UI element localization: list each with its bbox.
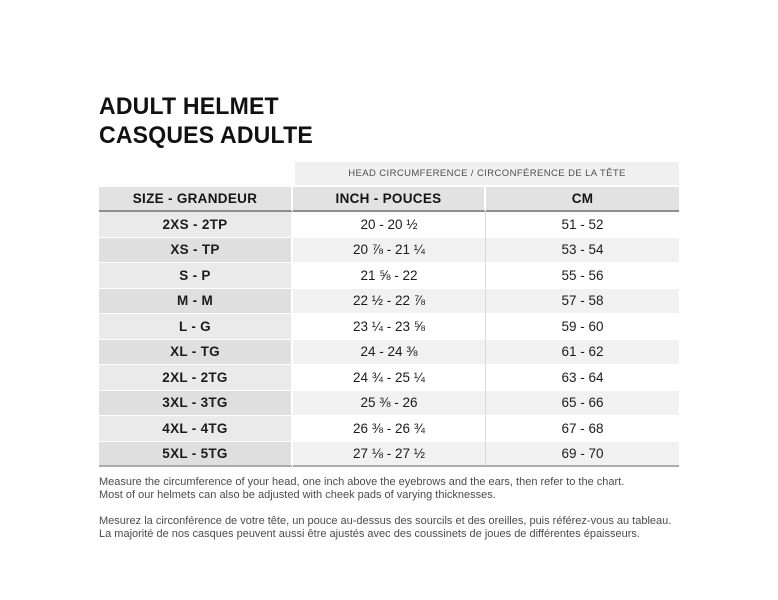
cm-cell: 59 - 60 — [486, 314, 679, 340]
note-line-fr-1: Mesurez la circonférence de votre tête, … — [99, 515, 672, 527]
size-cell: S - P — [99, 263, 293, 289]
size-table-head: HEAD CIRCUMFERENCE / CIRCONFÉRENCE DE LA… — [99, 162, 679, 212]
column-header-size: SIZE - GRANDEUR — [99, 187, 293, 212]
cm-cell: 57 - 58 — [486, 288, 679, 314]
table-row: XS - TP 20 ⅞ - 21 ¼ 53 - 54 — [99, 237, 679, 263]
head-circumference-banner: HEAD CIRCUMFERENCE / CIRCONFÉRENCE DE LA… — [293, 162, 679, 187]
inch-cell: 20 ⅞ - 21 ¼ — [293, 237, 486, 263]
inch-cell: 20 - 20 ½ — [293, 212, 486, 238]
size-chart-table: HEAD CIRCUMFERENCE / CIRCONFÉRENCE DE LA… — [99, 162, 679, 467]
cm-cell: 69 - 70 — [486, 441, 679, 467]
cm-cell: 67 - 68 — [486, 416, 679, 442]
cm-cell: 55 - 56 — [486, 263, 679, 289]
cm-cell: 51 - 52 — [486, 212, 679, 238]
inch-cell: 24 - 24 ⅜ — [293, 339, 486, 365]
size-cell: 2XL - 2TG — [99, 365, 293, 391]
size-cell: 4XL - 4TG — [99, 416, 293, 442]
column-header-inch: INCH - POUCES — [293, 187, 486, 212]
size-cell: L - G — [99, 314, 293, 340]
table-row: S - P 21 ⅝ - 22 55 - 56 — [99, 263, 679, 289]
banner-spacer — [99, 162, 293, 187]
inch-cell: 23 ¼ - 23 ⅝ — [293, 314, 486, 340]
size-cell: 2XS - 2TP — [99, 212, 293, 238]
size-cell: 5XL - 5TG — [99, 441, 293, 467]
column-header-cm: CM — [486, 187, 679, 212]
size-cell: XL - TG — [99, 339, 293, 365]
note-line-fr-2: La majorité de nos casques peuvent aussi… — [99, 528, 640, 540]
size-table-body: 2XS - 2TP 20 - 20 ½ 51 - 52 XS - TP 20 ⅞… — [99, 212, 679, 467]
notes-french: Mesurez la circonférence de votre tête, … — [99, 515, 679, 541]
inch-cell: 27 ⅛ - 27 ½ — [293, 441, 486, 467]
table-row: 5XL - 5TG 27 ⅛ - 27 ½ 69 - 70 — [99, 441, 679, 467]
size-chart-page: ADULT HELMET CASQUES ADULTE HEAD CIRCUMF… — [99, 92, 679, 541]
size-cell: XS - TP — [99, 237, 293, 263]
table-row: XL - TG 24 - 24 ⅜ 61 - 62 — [99, 339, 679, 365]
table-row: 2XS - 2TP 20 - 20 ½ 51 - 52 — [99, 212, 679, 238]
note-line-en-2: Most of our helmets can also be adjusted… — [99, 489, 496, 501]
banner-row: HEAD CIRCUMFERENCE / CIRCONFÉRENCE DE LA… — [99, 162, 679, 187]
table-row: L - G 23 ¼ - 23 ⅝ 59 - 60 — [99, 314, 679, 340]
inch-cell: 25 ⅜ - 26 — [293, 390, 486, 416]
page-title: ADULT HELMET CASQUES ADULTE — [99, 92, 656, 150]
cm-cell: 53 - 54 — [486, 237, 679, 263]
page-title-french: CASQUES ADULTE — [99, 122, 313, 149]
inch-cell: 26 ⅜ - 26 ¾ — [293, 416, 486, 442]
size-cell: M - M — [99, 288, 293, 314]
inch-cell: 24 ¾ - 25 ¼ — [293, 365, 486, 391]
notes-english: Measure the circumference of your head, … — [99, 476, 679, 502]
cm-cell: 61 - 62 — [486, 339, 679, 365]
note-line-en-1: Measure the circumference of your head, … — [99, 476, 625, 488]
table-row: 3XL - 3TG 25 ⅜ - 26 65 - 66 — [99, 390, 679, 416]
cm-cell: 65 - 66 — [486, 390, 679, 416]
column-header-row: SIZE - GRANDEUR INCH - POUCES CM — [99, 187, 679, 212]
table-row: M - M 22 ½ - 22 ⅞ 57 - 58 — [99, 288, 679, 314]
page-title-english: ADULT HELMET — [99, 93, 279, 120]
size-cell: 3XL - 3TG — [99, 390, 293, 416]
inch-cell: 21 ⅝ - 22 — [293, 263, 486, 289]
table-row: 2XL - 2TG 24 ¾ - 25 ¼ 63 - 64 — [99, 365, 679, 391]
cm-cell: 63 - 64 — [486, 365, 679, 391]
table-row: 4XL - 4TG 26 ⅜ - 26 ¾ 67 - 68 — [99, 416, 679, 442]
inch-cell: 22 ½ - 22 ⅞ — [293, 288, 486, 314]
